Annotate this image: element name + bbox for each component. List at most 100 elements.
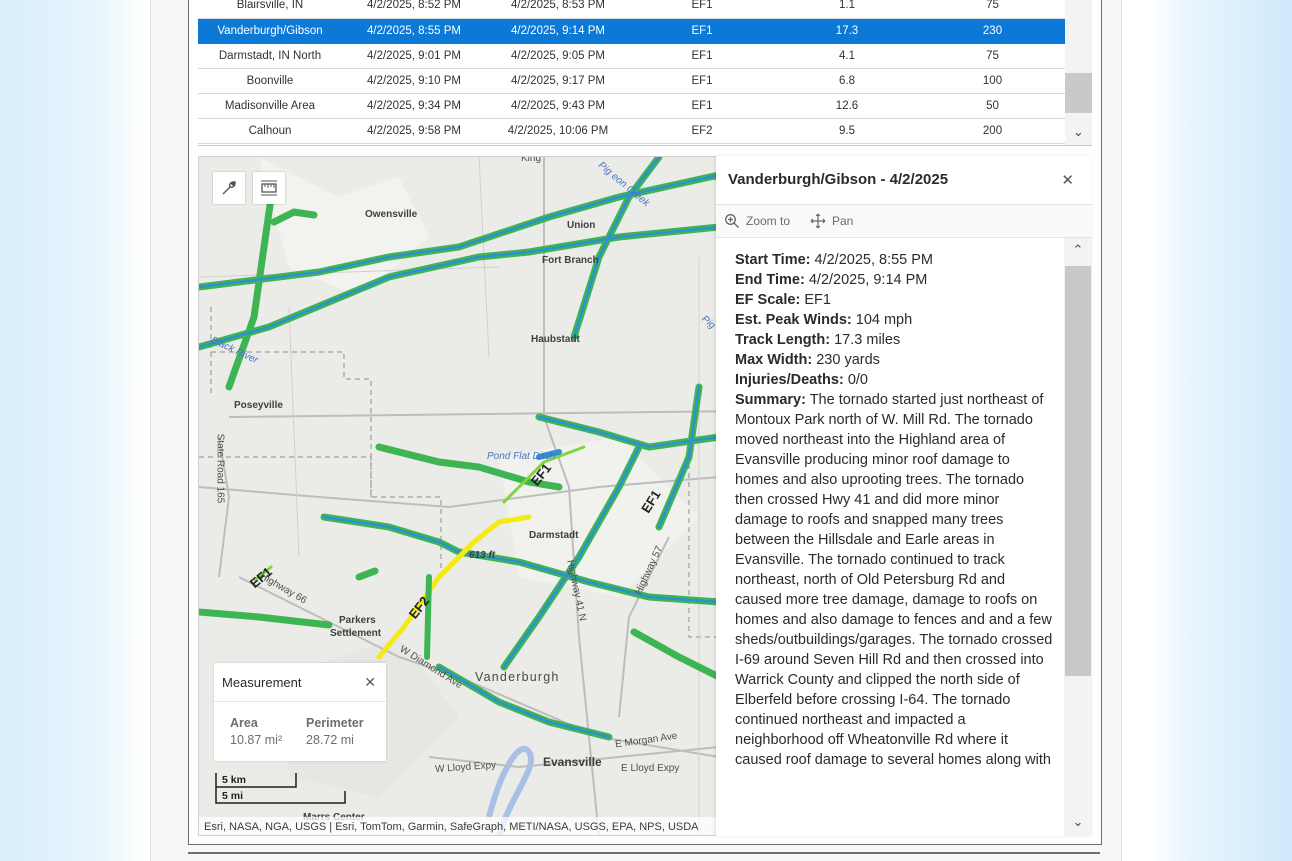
table-cell: 12.6	[774, 93, 920, 119]
popup-title: Vanderburgh/Gibson - 4/2/2025	[728, 171, 949, 188]
popup-actions: Zoom to Pan	[716, 204, 1092, 238]
table-cell: 17.3	[774, 18, 920, 44]
map-label-state-road-165: State Road 165	[214, 433, 226, 504]
map-label-elevation: 613 ft	[469, 550, 496, 561]
table-cell: EF1	[630, 68, 774, 94]
table-cell: 6.8	[774, 68, 920, 94]
table-cell: 4/2/2025, 9:14 PM	[486, 18, 630, 44]
chevron-up-icon[interactable]: ⌃	[1072, 242, 1084, 257]
popup-field-label: Injuries/Deaths:	[735, 372, 844, 388]
map-label-pond-flat: Pond Flat Ditch	[487, 451, 556, 462]
table-cell: 1.1	[774, 0, 920, 19]
area-label: Area	[230, 716, 258, 730]
table-cell: 4/2/2025, 9:43 PM	[486, 93, 630, 119]
table-cell: EF1	[630, 43, 774, 69]
table-row[interactable]: Blairsville, IN 4/2/2025, 8:52 PM 4/2/2025…	[198, 0, 1065, 19]
table-row[interactable]: Madisonville Area 4/2/2025, 9:34 PM 4/2/20…	[198, 93, 1065, 119]
summary-label: Summary:	[735, 392, 806, 408]
close-icon[interactable]: ✕	[1061, 172, 1074, 189]
popup-scrollbar-thumb[interactable]	[1065, 266, 1091, 676]
chevron-down-icon[interactable]: ⌄	[1073, 124, 1084, 139]
measure-tool-button[interactable]	[253, 172, 285, 204]
table-scrollbar[interactable]: ⌄	[1065, 0, 1092, 145]
zoom-to-button[interactable]: Zoom to	[724, 213, 790, 229]
table-cell: EF1	[630, 18, 774, 44]
popup-scrollbar[interactable]: ⌃ ⌄	[1064, 238, 1092, 836]
table-cell: 4/2/2025, 8:55 PM	[342, 18, 486, 44]
perimeter-value: 28.72 mi	[306, 733, 354, 747]
edit-tool-button[interactable]	[213, 172, 245, 204]
area-value: 10.87 mi²	[230, 733, 283, 747]
table-scrollbar-thumb[interactable]	[1065, 73, 1092, 113]
popup-field-value: 104 mph	[855, 312, 913, 328]
table-cell: 4.1	[774, 43, 920, 69]
table-cell: 75	[920, 0, 1065, 19]
popup-fields: Start Time: 4/2/2025, 8:55 PM End Time: 4…	[735, 250, 1055, 390]
popup-field: Est. Peak Winds: 104 mph	[735, 310, 1055, 330]
popup-field: End Time: 4/2/2025, 9:14 PM	[735, 270, 1055, 290]
table-cell: 100	[920, 68, 1065, 94]
map-label-lloyd-e: E Lloyd Expy	[621, 763, 680, 774]
zoom-in-icon	[725, 214, 739, 228]
map-label-owensville: Owensville	[365, 209, 418, 220]
table-cell: 4/2/2025, 8:52 PM	[342, 0, 486, 19]
popup-field-value: 230 yards	[816, 352, 880, 368]
popup-field-label: Est. Peak Winds:	[735, 312, 852, 328]
table-cell: 4/2/2025, 10:06 PM	[486, 118, 630, 144]
table-cell: Boonville	[198, 68, 342, 94]
popup-field-value: EF1	[804, 292, 831, 308]
scale-mi: 5 mi	[222, 790, 244, 802]
popup-field-label: End Time:	[735, 272, 805, 288]
table-cell: Madisonville Area	[198, 93, 342, 119]
popup-field: EF Scale: EF1	[735, 290, 1055, 310]
bottom-divider	[188, 852, 1100, 854]
popup-field: Injuries/Deaths: 0/0	[735, 370, 1055, 390]
table-cell: 4/2/2025, 9:34 PM	[342, 93, 486, 119]
popup-field-value: 4/2/2025, 8:55 PM	[814, 252, 934, 268]
table-cell: 4/2/2025, 9:10 PM	[342, 68, 486, 94]
close-icon[interactable]: ✕	[364, 674, 376, 690]
tornado-table: Blairsville, IN 4/2/2025, 8:52 PM 4/2/2025…	[198, 0, 1065, 144]
feature-popup: Vanderburgh/Gibson - 4/2/2025 ✕ Zoom to …	[716, 156, 1092, 836]
table-cell: 50	[920, 93, 1065, 119]
measure-area-icon	[261, 180, 277, 196]
table-cell: Blairsville, IN	[198, 0, 342, 19]
tornado-table-panel: Blairsville, IN 4/2/2025, 8:52 PM 4/2/2025…	[198, 0, 1092, 146]
chevron-down-icon[interactable]: ⌄	[1072, 814, 1084, 829]
map-label-fort-branch: Fort Branch	[542, 255, 599, 266]
popup-field-value: 4/2/2025, 9:14 PM	[808, 272, 928, 288]
popup-field-value: 0/0	[847, 372, 868, 388]
map-label-evansville: Evansville	[543, 755, 602, 769]
measurement-divider	[214, 701, 386, 702]
table-cell: Vanderburgh/Gibson	[198, 18, 342, 44]
table-cell: 75	[920, 43, 1065, 69]
table-cell: 230	[920, 18, 1065, 44]
popup-field-value: 17.3 miles	[834, 332, 901, 348]
scale-bar-lines	[215, 773, 346, 804]
table-cell: 4/2/2025, 9:58 PM	[342, 118, 486, 144]
pan-icon	[810, 213, 826, 229]
map-label-settlement: Settlement	[330, 628, 382, 639]
table-cell: 4/2/2025, 8:53 PM	[486, 0, 630, 19]
scale-bar: 5 km 5 mi	[215, 773, 350, 805]
table-row[interactable]: Boonville 4/2/2025, 9:10 PM 4/2/2025, 9:17…	[198, 68, 1065, 94]
popup-field: Max Width: 230 yards	[735, 350, 1055, 370]
table-cell: EF1	[630, 93, 774, 119]
table-row[interactable]: Darmstadt, IN North 4/2/2025, 9:01 PM 4/2/…	[198, 43, 1065, 69]
table-cell: 200	[920, 118, 1065, 144]
pan-label: Pan	[832, 214, 854, 228]
measurement-panel: Measurement ✕ Area 10.87 mi² Perimeter 2…	[214, 663, 386, 761]
pan-button[interactable]: Pan	[810, 213, 853, 229]
popup-field-label: EF Scale:	[735, 292, 801, 308]
table-cell: Darmstadt, IN North	[198, 43, 342, 69]
popup-field-label: Start Time:	[735, 252, 811, 268]
map-label-king: King	[521, 156, 542, 164]
popup-summary: Summary: The tornado started just northe…	[735, 390, 1055, 770]
popup-field: Start Time: 4/2/2025, 8:55 PM	[735, 250, 1055, 270]
popup-field-label: Track Length:	[735, 332, 831, 348]
table-row[interactable]: Vanderburgh/Gibson 4/2/2025, 8:55 PM 4/2/2…	[198, 18, 1065, 44]
table-row[interactable]: Calhoun 4/2/2025, 9:58 PM 4/2/2025, 10:06 …	[198, 118, 1065, 144]
zoom-to-label: Zoom to	[746, 214, 791, 228]
table-cell: 4/2/2025, 9:01 PM	[342, 43, 486, 69]
wrench-icon	[222, 181, 236, 195]
